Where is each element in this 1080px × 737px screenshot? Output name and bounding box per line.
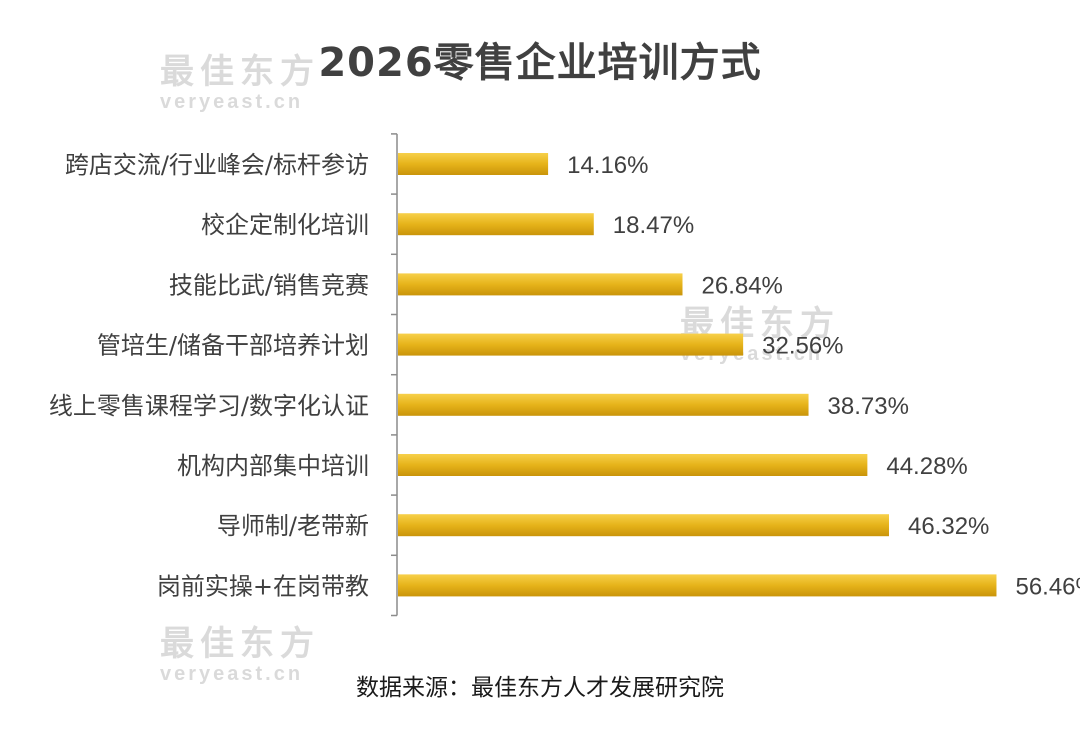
value-label: 38.73% [828, 393, 909, 420]
bar [398, 153, 549, 175]
category-label: 线上零售课程学习/数字化认证 [49, 392, 369, 420]
bar [398, 514, 889, 537]
value-label: 46.32% [908, 513, 989, 540]
value-label: 26.84% [702, 272, 783, 299]
category-label: 岗前实操+在岗带教 [157, 572, 369, 600]
category-label: 机构内部集中培训 [177, 452, 369, 480]
category-label: 技能比武/销售竞赛 [169, 271, 369, 299]
data-source-note: 数据来源：最佳东方人才发展研究院 [356, 675, 724, 701]
chart-title: 2026零售企业培训方式 [318, 40, 762, 86]
category-label: 导师制/老带新 [217, 512, 369, 540]
category-label: 管培生/储备干部培养计划 [97, 332, 369, 360]
value-label: 18.47% [613, 212, 694, 239]
value-label: 56.46% [1015, 573, 1080, 600]
category-label: 跨店交流/行业峰会/标杆参访 [65, 151, 369, 179]
bar [398, 213, 594, 236]
bar [398, 454, 868, 476]
value-label: 32.56% [762, 333, 843, 360]
value-label: 14.16% [567, 152, 648, 179]
bar [398, 273, 683, 296]
bar [398, 333, 744, 356]
bar [398, 393, 809, 416]
value-label: 44.28% [886, 453, 967, 480]
bar [398, 574, 997, 597]
category-label: 校企定制化培训 [201, 211, 369, 239]
